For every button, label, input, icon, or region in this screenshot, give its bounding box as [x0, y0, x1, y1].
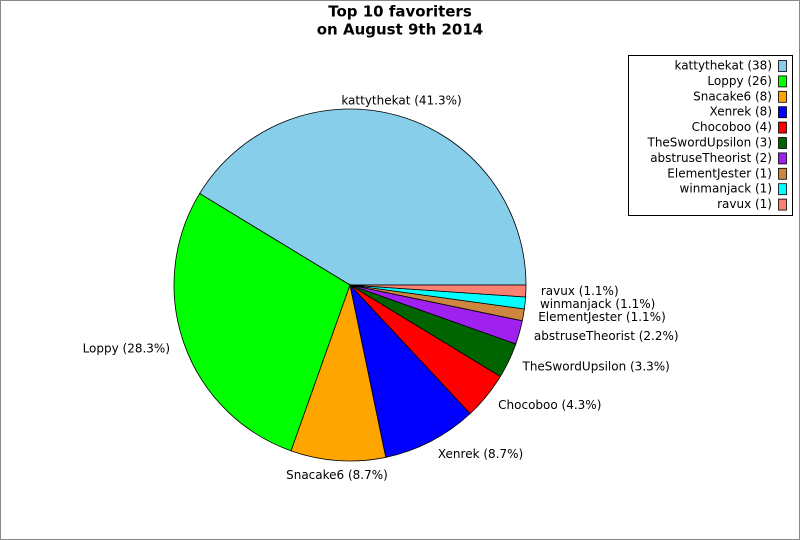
legend-label: TheSwordUpsilon (3)	[646, 136, 772, 150]
slice-label: Xenrek (8.7%)	[438, 447, 523, 461]
legend-label: Xenrek (8)	[710, 105, 772, 119]
chart-title: Top 10 favoriters	[328, 3, 472, 21]
legend-swatch	[778, 183, 787, 196]
slice-label: Chocoboo (4.3%)	[498, 398, 601, 412]
legend-label: winmanjack (1)	[680, 182, 772, 196]
legend-label: kattythekat (38)	[674, 59, 772, 73]
legend-swatch	[778, 90, 787, 103]
legend-swatch	[778, 60, 787, 72]
legend-swatch	[778, 121, 787, 134]
legend-swatch	[778, 198, 787, 211]
pie-slice	[349, 283, 471, 458]
pie-slice	[349, 284, 527, 298]
slice-label: Loppy (28.3%)	[83, 341, 170, 355]
pie-slice	[290, 283, 387, 462]
legend-swatch	[778, 75, 787, 88]
pie-slice	[199, 108, 527, 286]
legend-swatch	[778, 137, 787, 149]
slice-label: ravux (1.1%)	[541, 284, 619, 298]
legend-label: ElementJester (1)	[667, 166, 772, 180]
legend-box	[628, 55, 793, 216]
legend-label: Loppy (26)	[707, 74, 772, 88]
legend-swatch	[778, 106, 787, 119]
legend-swatch	[778, 152, 787, 165]
legend-swatch	[778, 167, 787, 180]
legend-label: abstruseTheorist (2)	[650, 151, 772, 165]
slice-label: winmanjack (1.1%)	[540, 297, 655, 311]
pie-slice	[173, 193, 351, 452]
legend-label: Snacake6 (8)	[693, 89, 772, 103]
legend-label: Chocoboo (4)	[692, 120, 772, 134]
slice-label: abstruseTheorist (2.2%)	[534, 329, 679, 343]
slice-label: ElementJester (1.1%)	[538, 310, 666, 324]
slice-label: Snacake6 (8.7%)	[286, 468, 388, 482]
slice-label: TheSwordUpsilon (3.3%)	[521, 360, 669, 374]
chart-title: on August 9th 2014	[317, 21, 484, 39]
slice-label: kattythekat (41.3%)	[341, 94, 461, 108]
legend-label: ravux (1)	[717, 197, 772, 211]
